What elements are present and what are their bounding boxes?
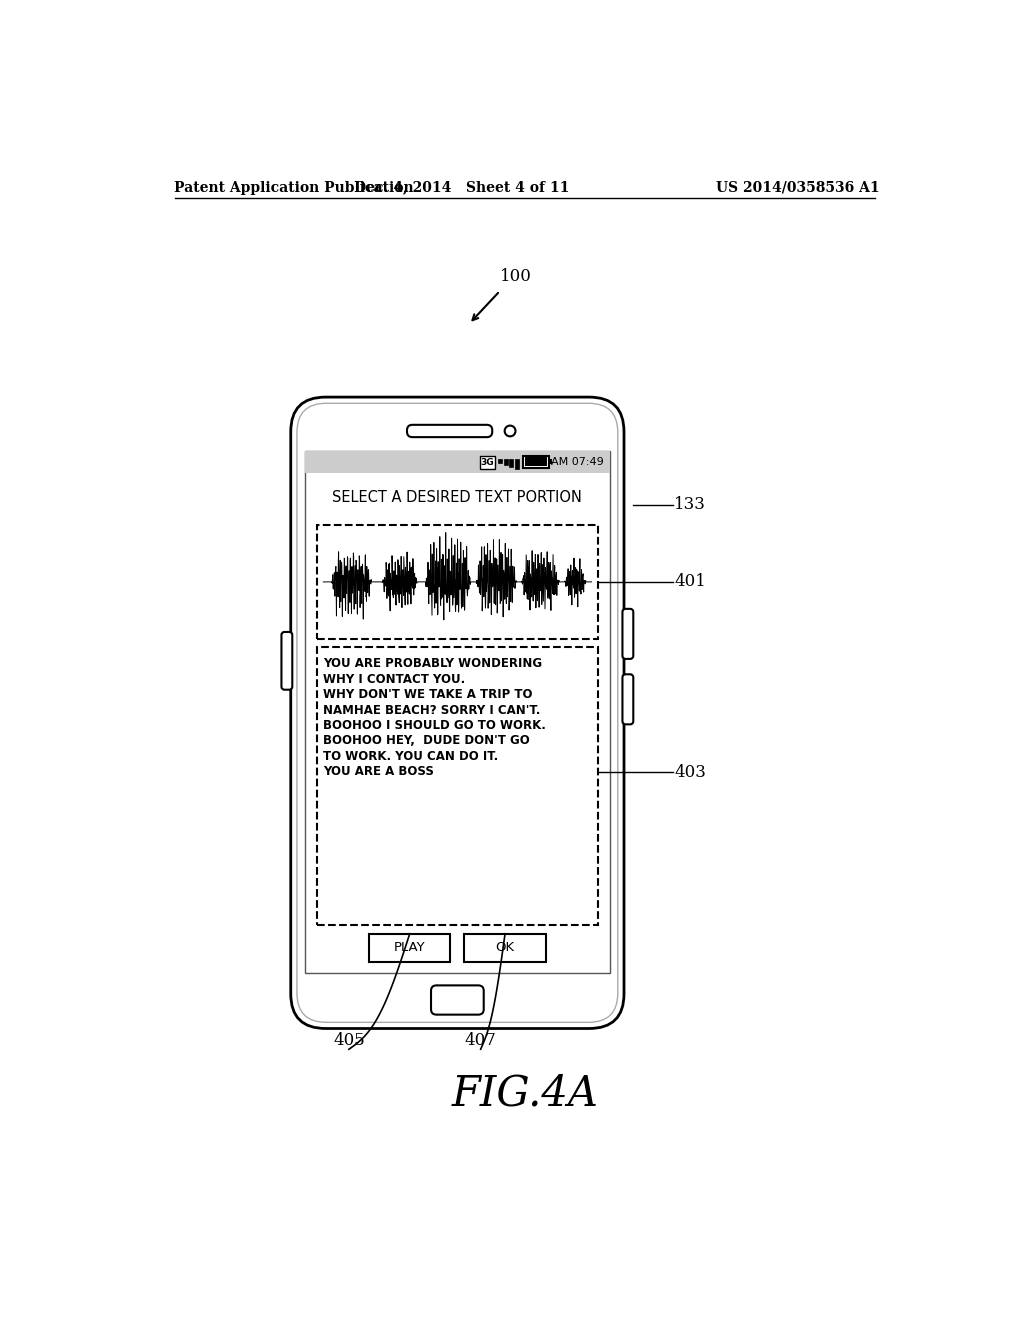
- Text: BOOHOO I SHOULD GO TO WORK.: BOOHOO I SHOULD GO TO WORK.: [324, 719, 546, 733]
- Text: 133: 133: [675, 496, 707, 513]
- Text: OK: OK: [496, 941, 515, 954]
- Text: 405: 405: [333, 1031, 365, 1048]
- Circle shape: [505, 425, 515, 437]
- Bar: [305, 451, 610, 973]
- Bar: [317, 647, 598, 925]
- FancyBboxPatch shape: [431, 985, 483, 1015]
- Text: NAMHAE BEACH? SORRY I CAN'T.: NAMHAE BEACH? SORRY I CAN'T.: [324, 704, 541, 717]
- Text: YOU ARE PROBABLY WONDERING: YOU ARE PROBABLY WONDERING: [324, 657, 543, 671]
- FancyBboxPatch shape: [623, 609, 633, 659]
- FancyBboxPatch shape: [623, 675, 633, 725]
- Text: PLAY: PLAY: [394, 941, 426, 954]
- Bar: [464, 933, 546, 961]
- Text: US 2014/0358536 A1: US 2014/0358536 A1: [716, 181, 880, 194]
- FancyBboxPatch shape: [297, 404, 617, 1022]
- Bar: [549, 459, 552, 465]
- Text: YOU ARE A BOSS: YOU ARE A BOSS: [324, 766, 434, 779]
- Text: SELECT A DESIRED TEXT PORTION: SELECT A DESIRED TEXT PORTION: [333, 490, 583, 504]
- Bar: [515, 459, 518, 470]
- Bar: [317, 525, 598, 639]
- Bar: [523, 455, 549, 469]
- FancyBboxPatch shape: [407, 425, 493, 437]
- Text: 3G: 3G: [481, 458, 495, 467]
- Bar: [480, 457, 496, 469]
- Text: Dec. 4, 2014   Sheet 4 of 11: Dec. 4, 2014 Sheet 4 of 11: [353, 181, 569, 194]
- Bar: [305, 451, 610, 473]
- Text: TO WORK. YOU CAN DO IT.: TO WORK. YOU CAN DO IT.: [324, 750, 499, 763]
- Text: AM 07:49: AM 07:49: [551, 457, 604, 467]
- Text: WHY DON'T WE TAKE A TRIP TO: WHY DON'T WE TAKE A TRIP TO: [324, 688, 532, 701]
- Bar: [509, 459, 513, 467]
- Text: BOOHOO HEY,  DUDE DON'T GO: BOOHOO HEY, DUDE DON'T GO: [324, 734, 530, 747]
- Bar: [524, 457, 547, 466]
- Text: 401: 401: [675, 573, 707, 590]
- Text: 403: 403: [675, 763, 707, 780]
- Text: WHY I CONTACT YOU.: WHY I CONTACT YOU.: [324, 673, 466, 686]
- Bar: [499, 459, 503, 462]
- Text: Patent Application Publication: Patent Application Publication: [174, 181, 414, 194]
- Text: 407: 407: [465, 1031, 497, 1048]
- Bar: [504, 459, 508, 465]
- Text: 100: 100: [500, 268, 531, 285]
- FancyBboxPatch shape: [282, 632, 292, 689]
- Text: FIG.4A: FIG.4A: [452, 1073, 598, 1115]
- Bar: [369, 933, 451, 961]
- FancyBboxPatch shape: [291, 397, 624, 1028]
